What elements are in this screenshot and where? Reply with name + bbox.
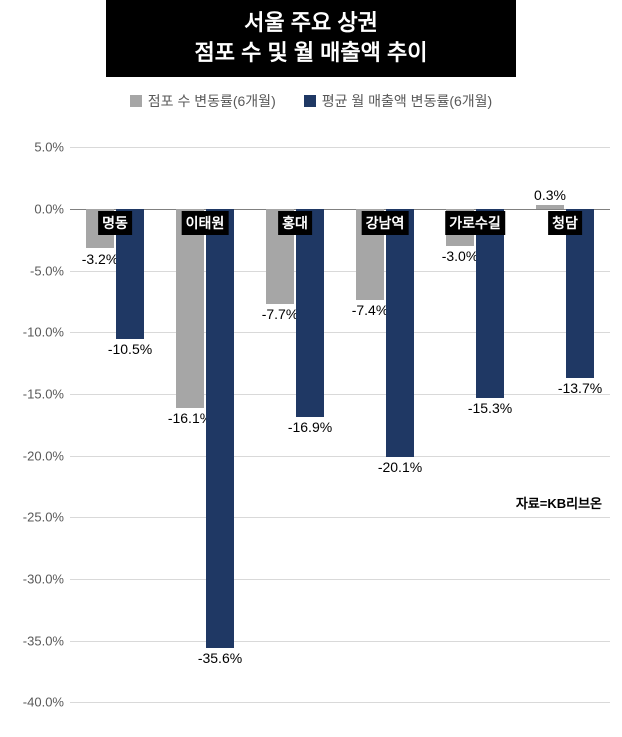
data-label-sales: -15.3% [468,400,512,416]
column-group: 0.3% -13.7% 청담 [520,147,610,702]
plot-area: -40.0%-35.0%-30.0%-25.0%-20.0%-15.0%-10.… [70,147,610,702]
y-axis-tick-label: 5.0% [34,140,64,155]
data-label-sales: -20.1% [378,459,422,475]
category-label: 청담 [548,211,582,235]
y-axis-tick-label: -5.0% [30,263,64,278]
legend: 점포 수 변동률(6개월) 평균 월 매출액 변동률(6개월) [0,91,622,111]
data-label-sales: -16.9% [288,419,332,435]
bar-sales [476,209,504,398]
column-group: -3.2% -10.5% 명동 [70,147,160,702]
legend-label-sales: 평균 월 매출액 변동률(6개월) [322,91,492,111]
gridline [70,702,610,703]
category-label: 이태원 [182,211,229,235]
y-axis-tick-label: -15.0% [23,387,64,402]
y-axis-tick-label: -20.0% [23,448,64,463]
column-group: -16.1%-35.6%이태원 [160,147,250,702]
bar-stores [536,205,564,209]
data-label-sales: -10.5% [108,341,152,357]
column-group: -7.7% -16.9% 홍대 [250,147,340,702]
legend-swatch-stores [130,95,142,107]
data-label-stores: -7.4% [352,302,389,318]
legend-swatch-sales [304,95,316,107]
column-group: -3.0% -15.3% 가로수길 [430,147,520,702]
bar-stores [176,209,204,408]
source-label: 자료=KB리브온 [516,493,602,512]
chart-area: -40.0% -35.0% -30.0% -25.0% -20.0% -15.0% -10.… [0,111,622,711]
category-label: 명동 [98,211,132,235]
y-axis-tick-label: -10.0% [23,325,64,340]
chart-title-box: 서울 주요 상권 점포 수 및 월 매출액 추이 [106,0,516,77]
bar-sales [386,209,414,457]
y-axis-tick-label: -40.0% [23,695,64,710]
data-label-stores: -3.2% [82,251,119,267]
data-label-stores: -3.0% [442,248,479,264]
legend-item-stores: 점포 수 변동률(6개월) [130,91,276,111]
data-label-sales: -13.7% [558,380,602,396]
legend-item-sales: 평균 월 매출액 변동률(6개월) [304,91,492,111]
category-label: 가로수길 [445,211,505,235]
legend-label-stores: 점포 수 변동률(6개월) [148,91,276,111]
category-label: 홍대 [278,211,312,235]
data-label-stores: 0.3% [534,187,566,203]
y-axis-tick-label: 0.0% [34,202,64,217]
y-axis-tick-label: -35.0% [23,633,64,648]
data-label-sales: -35.6% [198,650,242,666]
category-label: 강남역 [362,211,409,235]
chart-title-line2: 점포 수 및 월 매출액 추이 [106,38,516,68]
y-axis-tick-label: -25.0% [23,510,64,525]
bar-sales [206,209,234,648]
chart-title-line1: 서울 주요 상권 [106,8,516,38]
data-label-stores: -7.7% [262,306,299,322]
column-group: -7.4% -20.1% 강남역 [340,147,430,702]
y-axis-tick-label: -30.0% [23,572,64,587]
bar-sales [296,209,324,417]
